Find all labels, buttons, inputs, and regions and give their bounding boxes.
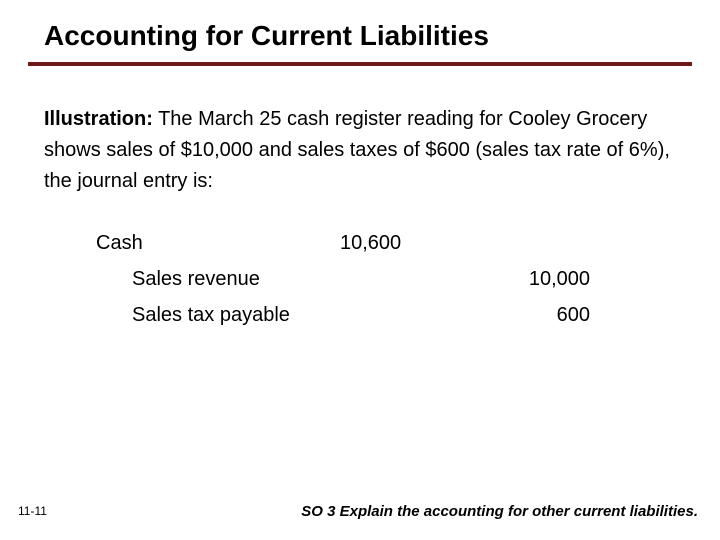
journal-row: Cash 10,600 [0,225,720,261]
journal-credit [470,225,590,261]
journal-entry: Cash 10,600 Sales revenue 10,000 Sales t… [0,197,720,333]
illustration-lead: Illustration: [44,108,153,130]
learning-objective: SO 3 Explain the accounting for other cu… [301,503,698,520]
illustration-paragraph: Illustration: The March 25 cash register… [0,66,720,197]
journal-debit [340,297,470,333]
slide-number: 11-11 [18,504,47,518]
journal-row: Sales revenue 10,000 [0,261,720,297]
journal-credit: 600 [470,297,590,333]
journal-row: Sales tax payable 600 [0,297,720,333]
journal-account: Sales tax payable [0,297,340,333]
slide-title: Accounting for Current Liabilities [0,0,720,62]
journal-account: Cash [0,225,340,261]
journal-account: Sales revenue [0,261,340,297]
journal-credit: 10,000 [470,261,590,297]
journal-debit [340,261,470,297]
journal-debit: 10,600 [340,225,470,261]
